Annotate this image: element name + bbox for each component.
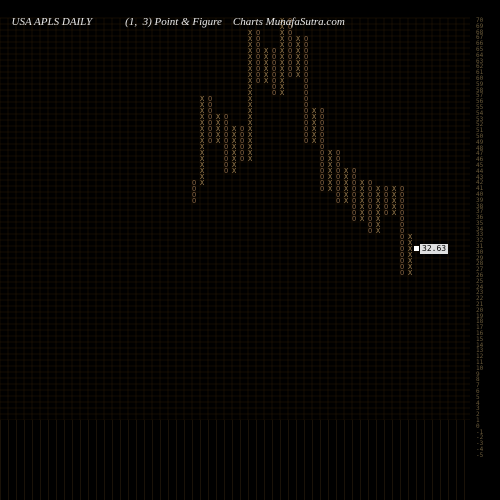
pf-o-cell: O	[240, 156, 248, 162]
pf-o-cell: O	[352, 216, 360, 222]
current-price-value: 32.63	[422, 244, 446, 253]
pf-x-cell: X	[408, 270, 416, 276]
pf-o-cell: O	[320, 186, 328, 192]
pf-o-cell: O	[192, 198, 200, 204]
pf-o-cell: O	[400, 270, 408, 276]
pf-x-cell: X	[216, 138, 224, 144]
current-price-marker: 32.63	[420, 244, 448, 254]
pf-x-cell: X	[280, 90, 288, 96]
source-label: Charts MunafaSutra.com	[233, 16, 345, 28]
y-axis-labels: 7069686766656463626160595857565554535251…	[472, 0, 500, 500]
pf-x-cell: X	[264, 78, 272, 84]
pf-x-cell: X	[232, 168, 240, 174]
point-figure-columns: OOOOXXXXXXXXXXXXXXXOOOOOOOOXXXXXOOOOOOOO…	[0, 0, 470, 420]
pf-x-cell: X	[328, 186, 336, 192]
params-label: (1, 3) Point & Figure	[125, 16, 222, 28]
chart-header: USA APLS DAILY (1, 3) Point & Figure Cha…	[6, 4, 345, 28]
price-marker-tick	[414, 246, 419, 251]
pf-o-cell: O	[208, 138, 216, 144]
pf-x-cell: X	[248, 156, 256, 162]
pf-x-cell: X	[376, 228, 384, 234]
pf-o-cell: O	[272, 90, 280, 96]
pf-x-cell: X	[296, 72, 304, 78]
pf-x-cell: X	[200, 180, 208, 186]
pf-x-cell: X	[312, 138, 320, 144]
y-tick-label: -5	[476, 453, 500, 459]
pf-o-cell: O	[384, 210, 392, 216]
pf-x-cell: X	[360, 216, 368, 222]
pf-o-cell: O	[224, 168, 232, 174]
chart-bottom-area	[0, 420, 470, 500]
pf-o-cell: O	[256, 78, 264, 84]
pf-o-cell: O	[336, 198, 344, 204]
pf-o-cell: O	[288, 72, 296, 78]
pf-o-cell: O	[368, 228, 376, 234]
pf-o-cell: O	[304, 138, 312, 144]
pf-x-cell: X	[392, 210, 400, 216]
pf-x-cell: X	[344, 198, 352, 204]
ticker-label: USA APLS DAILY	[12, 16, 93, 28]
